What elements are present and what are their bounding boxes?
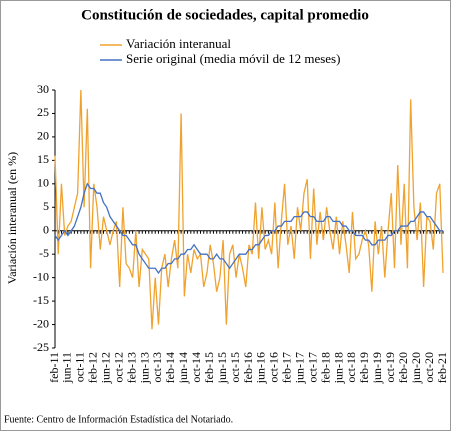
- y-tick-label: 25: [37, 105, 49, 119]
- y-tick-label: -10: [33, 269, 49, 283]
- x-tick-label: oct-14: [189, 352, 203, 383]
- x-tick-label: feb-17: [280, 352, 294, 383]
- legend-label: Variación interanual: [126, 36, 231, 51]
- x-tick-label: feb-11: [47, 352, 61, 383]
- x-tick-label: oct-20: [422, 352, 436, 383]
- x-tick-label: oct-18: [344, 352, 358, 383]
- x-tick-label: jun-19: [370, 352, 384, 384]
- x-tick-label: oct-17: [305, 352, 319, 383]
- x-tick-label: oct-16: [267, 352, 281, 383]
- x-tick-label: jun-12: [98, 352, 112, 384]
- x-tick-label: feb-20: [396, 352, 410, 383]
- y-tick-label: -5: [39, 246, 49, 260]
- x-tick-label: feb-12: [86, 352, 100, 383]
- y-tick-label: 0: [43, 222, 49, 236]
- x-tick-label: oct-19: [383, 352, 397, 383]
- x-tick-label: feb-18: [318, 352, 332, 383]
- legend-label: Serie original (media móvil de 12 meses): [126, 51, 340, 66]
- x-tick-label: oct-12: [111, 352, 125, 383]
- x-tick-label: feb-16: [241, 352, 255, 383]
- y-tick-label: -15: [33, 293, 49, 307]
- x-tick-label: oct-15: [228, 352, 242, 383]
- source: Fuente: Centro de Información Estadístic…: [4, 414, 233, 425]
- x-tick-label: jun-14: [176, 352, 190, 384]
- x-tick-label: oct-11: [73, 352, 87, 382]
- x-tick-label: feb-19: [357, 352, 371, 383]
- y-tick-label: 30: [37, 82, 49, 96]
- x-tick-label: jun-20: [409, 352, 423, 384]
- x-tick-label: feb-13: [124, 352, 138, 383]
- x-tick-label: jun-15: [215, 352, 229, 384]
- x-tick-label: jun-16: [254, 352, 268, 384]
- x-tick-label: feb-21: [435, 352, 449, 383]
- x-tick-label: jun-11: [60, 352, 74, 384]
- x-tick-label: feb-15: [202, 352, 216, 383]
- x-tick-label: jun-13: [137, 352, 151, 384]
- y-tick-label: -25: [33, 340, 49, 354]
- y-tick-label: -20: [33, 316, 49, 330]
- series-line: [54, 89, 444, 330]
- y-tick-label: 15: [37, 152, 49, 166]
- y-tick-label: 20: [37, 129, 49, 143]
- x-tick-label: feb-14: [163, 352, 177, 383]
- series-line: [54, 182, 443, 275]
- x-tick-label: oct-13: [150, 352, 164, 383]
- y-tick-label: 10: [37, 176, 49, 190]
- y-tick-label: 5: [43, 199, 49, 213]
- chart-title: Constitución de sociedades, capital prom…: [81, 7, 369, 23]
- x-tick-label: jun-17: [292, 352, 306, 384]
- x-tick-label: jun-18: [331, 352, 345, 384]
- y-axis-label: Variación interanual (en %): [5, 152, 19, 284]
